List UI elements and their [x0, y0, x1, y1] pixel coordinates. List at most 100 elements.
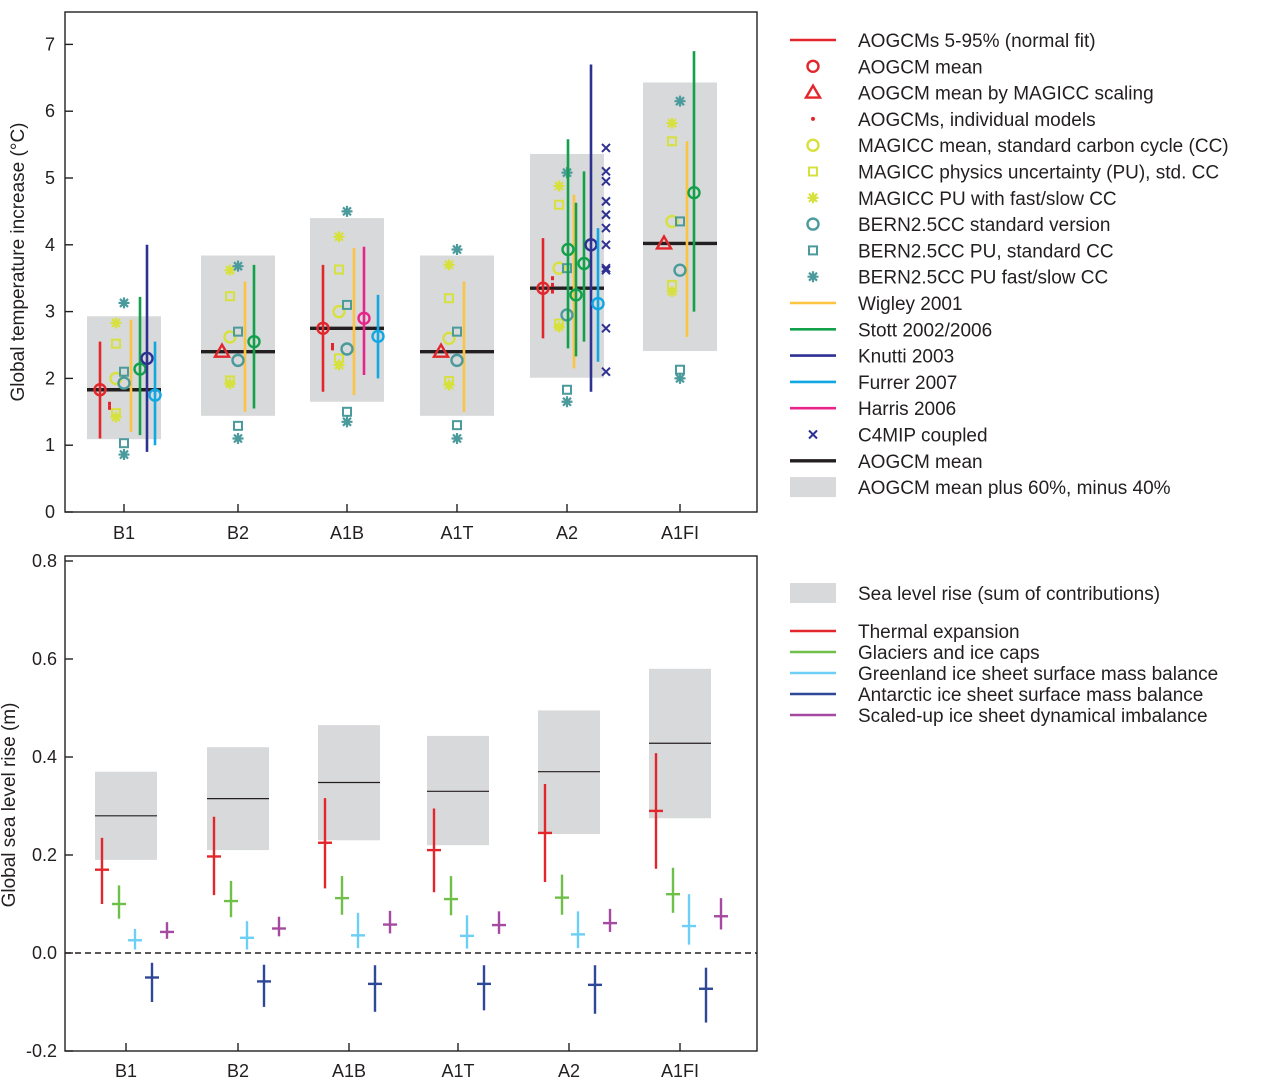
magicc-scaling-marker [212, 342, 232, 358]
range-bar-A1B [310, 218, 384, 402]
temperature-legend: AOGCMs 5-95% (normal fit) AOGCM mean AOGCM… [790, 31, 1229, 499]
stott-mean-marker [569, 288, 583, 302]
bern-pu-fast-slow-marker [674, 95, 686, 107]
x-tick-label: A1T [441, 1061, 474, 1081]
magicc-scaling-marker [654, 234, 674, 250]
bern-pu-fast-slow-marker [232, 433, 244, 445]
legend-label: BERN2.5CC standard version [858, 215, 1110, 236]
aogcm-individual-marker [551, 276, 554, 281]
bern-pu-marker [675, 216, 685, 227]
legend-label: Knutti 2003 [858, 347, 954, 368]
magicc-pu-marker [334, 264, 344, 275]
x-tick-label: B2 [227, 1061, 249, 1081]
magicc-scaling-marker [431, 342, 451, 358]
aogcm-individual-marker [108, 401, 111, 406]
legend-swatch [806, 217, 820, 231]
legend-label: Harris 2006 [858, 399, 956, 420]
magicc-mean-marker [442, 331, 456, 346]
c4mip-marker [601, 166, 611, 177]
magicc-pu-fast-slow-marker [553, 321, 565, 333]
x-tick-label: A2 [558, 1061, 580, 1081]
aogcm-individual-marker [331, 343, 334, 347]
sea-level-legend: Sea level rise (sum of contributions) The… [790, 583, 1218, 727]
y-tick-label: 1 [45, 435, 55, 455]
legend-swatch [807, 192, 819, 204]
bern-pu-fast-slow-marker [674, 372, 686, 384]
knutti-mean-marker [584, 238, 598, 252]
magicc-mean-marker [223, 330, 237, 344]
c4mip-marker [601, 223, 611, 233]
bern-pu-fast-slow-marker [451, 433, 463, 445]
bern-pu-marker [342, 406, 352, 417]
y-tick-label: -0.2 [26, 1041, 57, 1061]
x-tick-label: B1 [115, 1061, 137, 1081]
magicc-mean-marker [332, 304, 346, 319]
y-tick-label: 0.8 [32, 551, 57, 571]
bern-pu-marker [233, 420, 243, 431]
magicc-pu-fast-slow-marker [110, 317, 122, 329]
magicc-pu-marker [554, 199, 564, 210]
y-tick-label: 0.0 [32, 943, 57, 963]
bern-pu-marker [452, 326, 462, 337]
legend-label: AOGCM mean by MAGICC scaling [858, 84, 1154, 105]
plot-frame [64, 555, 758, 1052]
magicc-pu-fast-slow-marker [666, 117, 678, 129]
magicc-mean-marker [665, 214, 679, 229]
legend-label: BERN2.5CC PU fast/slow CC [858, 268, 1108, 289]
legend-label: MAGICC PU with fast/slow CC [858, 189, 1117, 210]
y-axis-ticks: -0.2 0.0 0.2 0.4 0.6 0.8 [26, 551, 73, 1061]
x-axis-ticks: B1 B2 A1B A1T A2 A1FI [115, 1043, 699, 1081]
legend-swatch [808, 166, 818, 177]
c4mip-marker [601, 265, 611, 275]
bern-pu-fast-slow-marker [232, 260, 244, 272]
legend-label: MAGICC mean, standard carbon cycle (CC) [858, 136, 1229, 157]
y-tick-label: 0.4 [32, 747, 57, 767]
y-axis-label: Global temperature increase (°C) [8, 123, 29, 402]
sea-level-sum-bars [95, 668, 711, 860]
gray-range-bars [87, 82, 717, 440]
legend-swatch [807, 271, 819, 283]
x-tick-label: A1B [332, 1061, 366, 1081]
bern-pu-marker [452, 420, 462, 431]
bern-pu-fast-slow-marker [561, 396, 573, 408]
y-tick-label: 2 [45, 368, 55, 388]
stott-mean-marker [687, 185, 701, 200]
y-tick-label: 7 [45, 34, 55, 54]
bern-pu-fast-slow-marker [341, 205, 353, 217]
legend-swatch [790, 583, 836, 603]
legend-label: AOGCM mean [858, 57, 983, 78]
magicc-pu-fast-slow-marker [443, 259, 455, 271]
magicc-pu-fast-slow-marker [333, 231, 345, 243]
bern-pu-fast-slow-marker [118, 449, 130, 461]
bern-std-marker [117, 376, 131, 390]
c4mip-marker [601, 143, 611, 153]
magicc-pu-fast-slow-marker [110, 411, 122, 423]
c4mip-marker [601, 210, 611, 220]
c4mip-marker [601, 263, 611, 273]
y-axis-ticks: 0 1 2 3 4 5 6 7 [45, 34, 73, 522]
magicc-pu-marker [667, 136, 677, 147]
bern-std-marker [231, 353, 245, 368]
aogcm-individual-marker [108, 405, 111, 410]
bern-pu-marker [562, 384, 572, 395]
legend-label: Stott 2002/2006 [858, 320, 992, 341]
c4mip-marker [601, 323, 611, 334]
c4mip-marker [601, 196, 611, 207]
magicc-pu-fast-slow-marker [224, 378, 236, 390]
legend-label: C4MIP coupled [858, 426, 988, 447]
magicc-pu-fast-slow-marker [333, 359, 345, 371]
legend-label: Glaciers and ice caps [858, 643, 1040, 664]
legend-swatch [806, 138, 820, 152]
bern-pu-marker [675, 364, 685, 375]
y-tick-label: 5 [45, 168, 55, 188]
legend-swatch [803, 83, 823, 99]
c4mip-marker [601, 176, 611, 187]
furrer-mean-marker [148, 388, 162, 402]
temperature-marks [87, 51, 717, 461]
legend-label: AOGCM mean plus 60%, minus 40% [858, 478, 1171, 499]
bern-std-marker [673, 263, 687, 277]
y-tick-label: 0 [45, 502, 55, 522]
magicc-mean-marker [552, 261, 566, 275]
stott-mean-marker [561, 242, 575, 257]
aogcm-individual-marker [331, 346, 334, 351]
